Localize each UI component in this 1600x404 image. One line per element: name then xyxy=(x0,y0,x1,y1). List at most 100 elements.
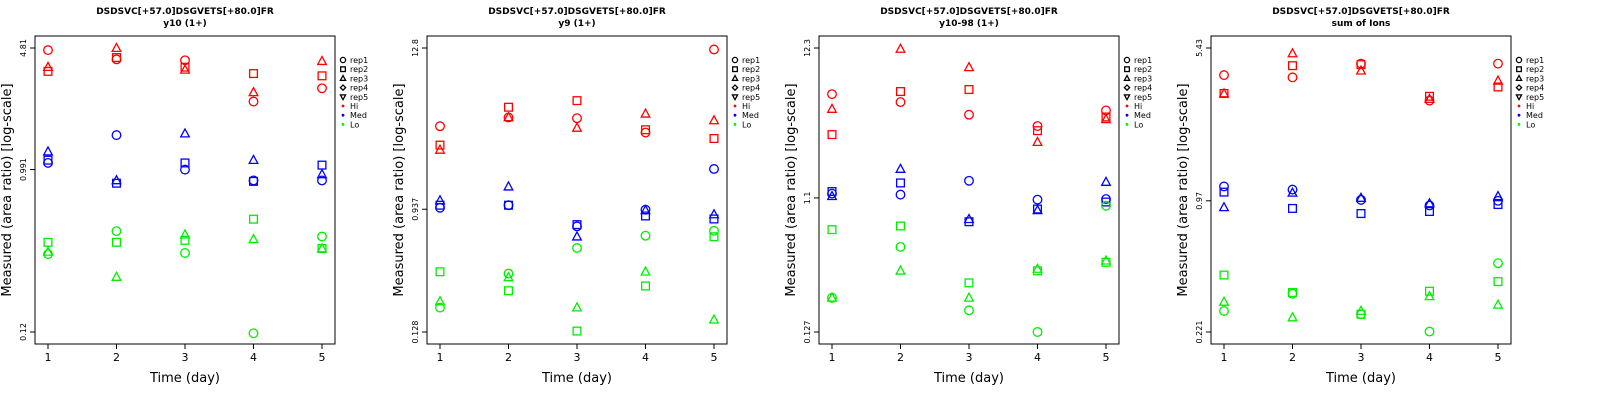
x-tick-label: 2 xyxy=(1289,351,1296,364)
x-tick-label: 4 xyxy=(1426,351,1433,364)
data-point xyxy=(1101,200,1111,211)
x-tick-label: 2 xyxy=(897,351,904,364)
legend-label: rep5 xyxy=(1134,93,1152,102)
data-point xyxy=(964,175,974,186)
data-point xyxy=(503,286,514,296)
data-point xyxy=(895,97,906,108)
data-point xyxy=(1356,209,1366,219)
data-point xyxy=(1032,126,1043,136)
y-axis-label: Measured (area ratio) [log-scale] xyxy=(1176,83,1191,296)
legend-marker xyxy=(733,104,737,108)
legend-marker xyxy=(733,123,737,126)
legend-marker xyxy=(731,84,739,92)
y-tick-label: 0.12 xyxy=(19,323,28,341)
legend-marker xyxy=(1123,84,1131,92)
legend-label: rep5 xyxy=(1526,93,1544,102)
data-point xyxy=(503,200,514,210)
data-point xyxy=(1287,203,1298,213)
data-point xyxy=(42,245,54,256)
data-point xyxy=(503,271,514,282)
legend-label: Hi xyxy=(1526,102,1534,111)
data-point xyxy=(43,45,53,56)
chart-title: DSDSVC[+57.0]DSGVETS[+80.0]FR xyxy=(96,7,274,17)
legend-marker xyxy=(733,113,737,117)
x-tick-label: 4 xyxy=(642,351,649,364)
data-point xyxy=(1032,204,1043,215)
data-point xyxy=(964,305,974,316)
data-point xyxy=(1355,191,1367,202)
x-tick-label: 1 xyxy=(1221,351,1228,364)
data-point xyxy=(434,295,446,306)
data-point xyxy=(435,200,445,210)
data-point xyxy=(43,237,53,247)
data-point xyxy=(1219,187,1229,197)
x-axis-label: Time (day) xyxy=(149,371,220,386)
data-point xyxy=(963,291,975,302)
data-point xyxy=(640,125,651,135)
legend-label: rep3 xyxy=(1134,74,1152,83)
legend-label: rep2 xyxy=(1526,65,1544,74)
legend-label: rep1 xyxy=(742,56,760,65)
data-point xyxy=(435,140,445,150)
data-point xyxy=(1424,197,1435,208)
data-point xyxy=(640,211,651,221)
y-tick-label: 0.937 xyxy=(411,198,420,221)
legend-marker xyxy=(341,123,345,126)
legend-label: rep5 xyxy=(742,93,760,102)
legend-label: Med xyxy=(1134,111,1151,120)
data-point xyxy=(1287,72,1298,83)
data-point xyxy=(1100,113,1112,124)
data-point xyxy=(826,102,838,113)
chart-title: DSDSVC[+57.0]DSGVETS[+80.0]FR xyxy=(880,7,1058,17)
data-point xyxy=(1424,91,1435,101)
legend-label: rep2 xyxy=(1134,65,1152,74)
legend-marker xyxy=(1123,56,1131,64)
legend-marker xyxy=(1124,66,1130,73)
data-point xyxy=(179,127,191,138)
legend-marker xyxy=(1125,113,1129,117)
data-point xyxy=(435,202,445,213)
data-point xyxy=(1032,194,1043,205)
legend-label: Hi xyxy=(1134,102,1142,111)
chart-subtitle: sum of Ions xyxy=(1332,19,1391,29)
data-point xyxy=(434,143,446,154)
legend-marker xyxy=(339,56,347,64)
data-point xyxy=(895,264,906,275)
legend-label: Med xyxy=(742,111,759,120)
data-point xyxy=(895,87,906,97)
x-tick-label: 4 xyxy=(1034,351,1041,364)
legend-label: rep1 xyxy=(350,56,368,65)
data-point xyxy=(895,42,906,53)
data-point xyxy=(1287,47,1298,58)
data-point xyxy=(1219,306,1229,316)
data-point xyxy=(1218,295,1230,306)
x-tick-label: 5 xyxy=(319,351,326,364)
data-point xyxy=(708,208,720,219)
data-point xyxy=(1101,197,1111,207)
legend-label: rep1 xyxy=(1134,56,1152,65)
data-point xyxy=(964,109,974,120)
y-tick-label: 0.128 xyxy=(411,321,420,344)
data-point xyxy=(709,44,719,55)
legend-marker xyxy=(1515,94,1523,102)
data-point xyxy=(1492,74,1504,85)
legend-marker xyxy=(731,74,739,81)
data-point xyxy=(1032,262,1043,273)
x-tick-label: 5 xyxy=(1495,351,1502,364)
data-point xyxy=(180,248,190,258)
data-point xyxy=(503,268,514,279)
data-point xyxy=(434,194,446,205)
data-point xyxy=(111,42,122,53)
data-point xyxy=(572,220,582,230)
data-point xyxy=(1492,298,1504,309)
legend-label: rep4 xyxy=(742,84,760,93)
data-point xyxy=(1032,136,1043,147)
data-point xyxy=(248,69,259,79)
x-axis-label: Time (day) xyxy=(541,371,612,386)
legend-marker xyxy=(1516,66,1522,73)
data-point xyxy=(503,200,514,211)
x-tick-label: 1 xyxy=(437,351,444,364)
